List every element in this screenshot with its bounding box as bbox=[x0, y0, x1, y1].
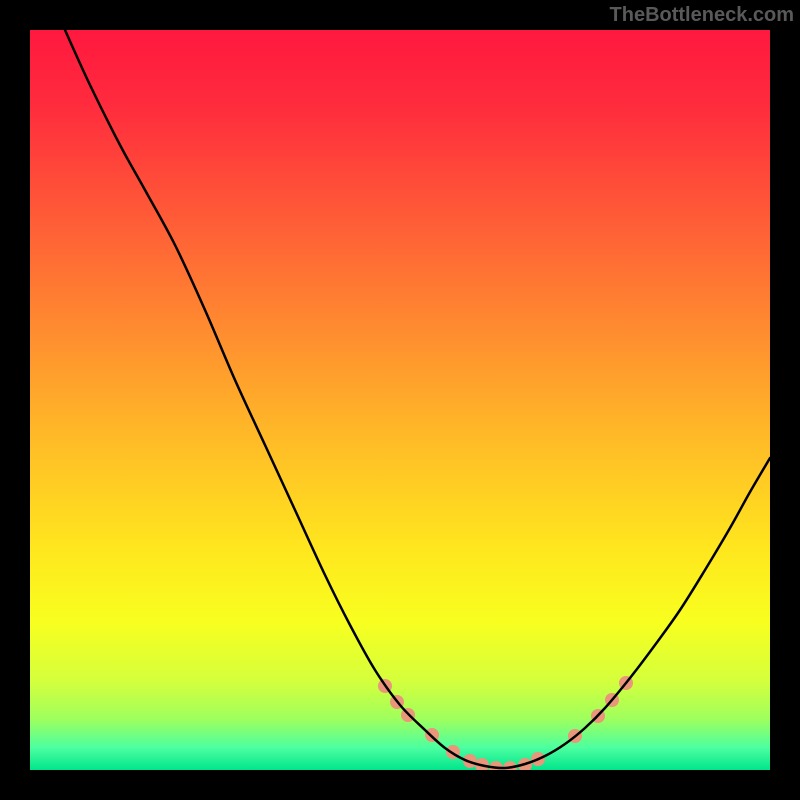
plot-area bbox=[30, 30, 770, 770]
watermark-text: TheBottleneck.com bbox=[610, 4, 794, 27]
bottleneck-curve bbox=[30, 30, 770, 770]
